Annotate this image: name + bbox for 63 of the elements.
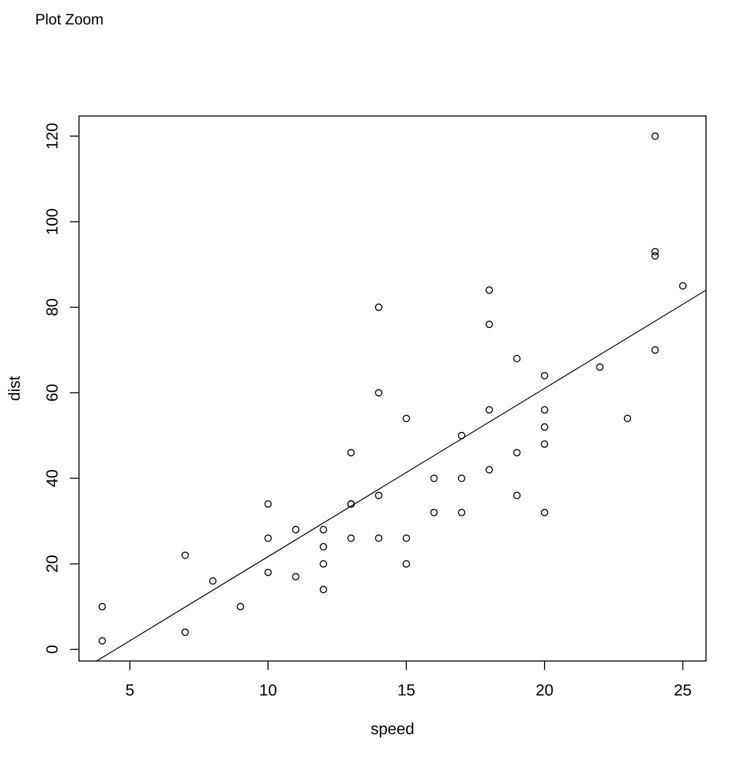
point xyxy=(540,406,548,414)
x-tick-label: 5 xyxy=(126,684,134,696)
x-tick-label: 10 xyxy=(260,684,276,696)
point xyxy=(486,406,493,414)
point xyxy=(430,474,438,482)
point xyxy=(513,354,521,362)
point xyxy=(98,637,106,645)
point xyxy=(624,414,632,422)
y-tick-label: 20 xyxy=(46,556,58,572)
point xyxy=(651,248,659,256)
point xyxy=(264,534,272,542)
point xyxy=(320,526,328,534)
point xyxy=(374,389,382,396)
x-tick-label: 20 xyxy=(536,684,553,696)
y-axis-title: dist xyxy=(8,376,20,400)
y-tick-label: 60 xyxy=(46,384,58,401)
point xyxy=(540,372,548,380)
point xyxy=(458,474,466,482)
y-tick-label: 120 xyxy=(46,123,58,148)
point xyxy=(596,363,604,371)
point xyxy=(264,568,272,576)
point xyxy=(292,572,300,580)
point xyxy=(513,448,521,456)
point xyxy=(513,492,521,500)
point xyxy=(320,560,328,568)
point xyxy=(320,586,328,594)
point xyxy=(486,286,493,294)
point xyxy=(486,466,493,474)
point xyxy=(181,552,189,559)
point xyxy=(209,577,217,585)
point xyxy=(651,252,659,260)
point xyxy=(264,500,272,508)
point xyxy=(540,440,548,448)
point xyxy=(374,534,382,542)
y-tick-label: 100 xyxy=(46,208,58,234)
x-tick-label: 15 xyxy=(398,684,415,696)
point xyxy=(540,423,548,431)
point xyxy=(402,414,410,422)
point xyxy=(679,282,686,290)
point xyxy=(236,602,244,610)
y-tick-label: 0 xyxy=(46,646,58,654)
point xyxy=(540,508,548,516)
point xyxy=(320,543,328,550)
point xyxy=(458,432,466,440)
point xyxy=(651,132,659,140)
point xyxy=(98,602,106,610)
point xyxy=(651,346,659,354)
point xyxy=(374,304,382,311)
point xyxy=(347,448,355,456)
x-tick-label: 25 xyxy=(674,684,692,696)
point xyxy=(347,534,355,542)
point xyxy=(430,508,438,516)
point xyxy=(181,628,189,636)
y-tick-label: 80 xyxy=(46,298,58,316)
point xyxy=(402,534,410,542)
point xyxy=(374,492,382,500)
point xyxy=(292,526,300,534)
text: Plot Zoom xyxy=(36,13,103,24)
y-tick-label: 40 xyxy=(46,470,58,487)
point xyxy=(458,508,466,516)
point xyxy=(486,320,493,328)
point xyxy=(402,560,410,568)
x-axis-title: speed xyxy=(371,722,414,738)
